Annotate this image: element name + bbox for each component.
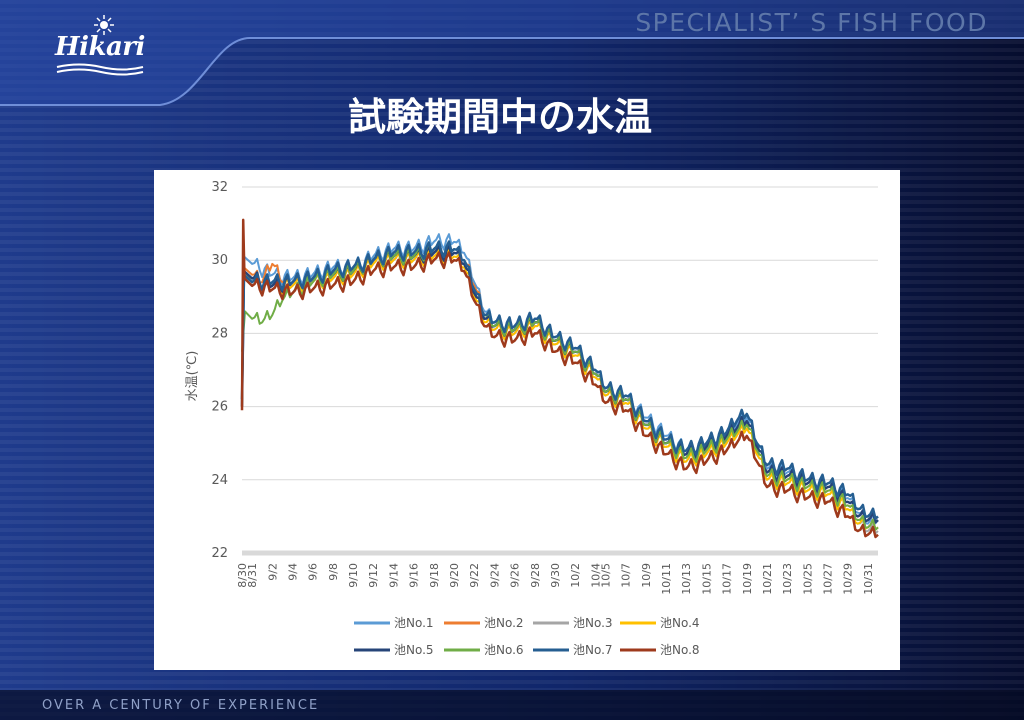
x-tick-label: 9/16 [408,563,421,588]
x-tick-label: 10/17 [721,563,734,595]
x-tick-label: 10/13 [680,563,693,595]
x-tick-label: 9/6 [307,563,320,581]
y-tick-label: 26 [211,400,228,415]
x-tick-label: 8/31 [246,563,259,588]
x-tick-label: 9/12 [367,563,380,588]
legend-label: 池No.4 [660,616,700,630]
x-tick-label: 9/4 [286,563,299,581]
x-tick-label: 10/21 [761,563,774,595]
x-tick-label: 9/14 [387,563,400,588]
legend: 池No.1 池No.2 池No.3 池No.4 池No.5 池No.6 池No.7 池No.8 [354,616,700,657]
x-tick-label: 9/22 [468,563,481,588]
x-tick-label: 10/2 [569,563,582,588]
x-tick-label: 8/30 [236,563,249,588]
x-tick-label: 9/24 [488,563,501,588]
legend-label: 池No.3 [573,616,613,630]
y-tick-label: 32 [211,180,228,195]
logo-wordmark: Hikari [55,32,145,62]
x-tick-label: 10/4 [589,563,602,588]
legend-label: 池No.8 [660,643,700,657]
slide-title: 試験期間中の水温 [347,95,652,139]
series-line [240,218,879,539]
y-axis-label: 水温(℃) [185,351,200,402]
x-tick-label: 9/26 [509,563,522,588]
gridlines [242,186,878,556]
x-axis-ticks: 8/308/31 9/2 9/4 9/6 9/8 9/10 9/12 9/14 9/16 9/18… [236,563,875,595]
legend-label: 池No.1 [394,616,434,630]
hikari-logo: Hikari [55,14,155,76]
x-tick-label: 10/23 [781,563,794,595]
x-tick-label: 10/19 [741,563,754,595]
x-tick-label: 10/25 [801,563,814,595]
y-tick-label: 22 [211,546,228,561]
x-tick-label: 9/28 [529,563,542,588]
series-lines [240,218,879,539]
x-tick-label: 9/10 [347,563,360,588]
y-tick-label: 30 [211,253,228,268]
x-tick-label: 10/9 [640,563,653,588]
y-axis-ticks: 22 24 26 28 30 32 [211,180,228,561]
x-tick-label: 10/31 [862,563,875,595]
x-tick-label: 9/8 [327,563,340,581]
x-tick-label: 10/29 [842,563,855,595]
x-tick-label: 9/2 [266,563,279,581]
x-tick-label: 10/5 [599,563,612,588]
x-tick-label: 9/18 [428,563,441,588]
x-tick-label: 10/27 [822,563,835,595]
sun-emblem-icon [94,15,114,35]
x-tick-label: 10/11 [660,563,673,595]
x-tick-label: 10/7 [620,563,633,588]
legend-label: 池No.5 [394,643,434,657]
series-line [241,244,879,535]
x-tick-label: 9/20 [448,563,461,588]
y-tick-label: 24 [211,473,228,488]
water-temperature-chart: 22 24 26 28 30 32 8/308/31 9/2 9/4 9/6 9/8 9/10 9/1… [185,180,879,657]
legend-label: 池No.2 [484,616,524,630]
x-tick-label: 10/15 [700,563,713,595]
series-line [240,240,879,520]
brand-tagline: SPECIALIST’ S FISH FOOD [635,8,988,37]
wave-icon [56,63,144,76]
footer-tagline: OVER A CENTURY OF EXPERIENCE [42,698,320,713]
x-tick-label: 9/30 [549,563,562,588]
legend-label: 池No.7 [573,643,613,657]
chart-card: 22 24 26 28 30 32 8/30 8/31 9/2 9/4 9/6 9/8 9/10 9/1… [154,170,900,670]
legend-label: 池No.6 [484,643,524,657]
y-tick-label: 28 [211,326,228,341]
